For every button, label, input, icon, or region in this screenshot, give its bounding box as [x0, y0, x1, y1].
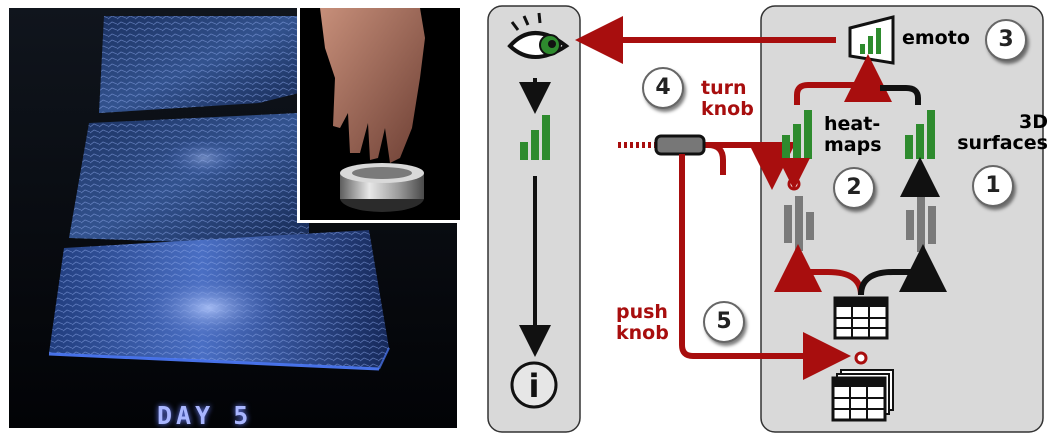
push-knob-label: push knob	[616, 301, 669, 344]
step-badge-2: 2	[833, 167, 875, 209]
table-to-heatmaps-arrow	[774, 244, 864, 296]
step-badge-3: 3	[985, 19, 1027, 61]
heatmaps-update-marker	[778, 158, 810, 191]
table-stack-update-marker	[854, 351, 868, 365]
push-knob-arrow	[679, 154, 851, 380]
heatmaps-label: heat- maps	[824, 113, 882, 156]
physical-bar-icon-right	[906, 197, 936, 252]
svg-text:i: i	[529, 367, 540, 405]
display-screen-icon	[848, 15, 895, 65]
knob-icon	[654, 134, 706, 156]
knob-hand-inset-photo	[297, 8, 460, 223]
emoto-label: emoto	[902, 27, 970, 49]
diagram-canvas: i	[487, 5, 1044, 433]
table-stack-icon	[831, 369, 894, 422]
bar-chart-icon	[520, 115, 550, 160]
system-panel	[760, 5, 1044, 433]
table-to-surfaces-arrow	[858, 244, 947, 296]
day-caption: DAY 5	[157, 401, 253, 428]
table-icon	[833, 296, 889, 340]
interaction-diagram: i	[478, 0, 1053, 447]
heatmaps-bar-chart-icon	[782, 110, 812, 159]
step-badge-5: 5	[703, 301, 745, 343]
info-icon: i	[510, 361, 558, 409]
physical-bar-icon-left	[784, 196, 814, 251]
heatmaps-to-emoto-arrow	[794, 54, 892, 105]
step-badge-4: 4	[642, 67, 684, 109]
turn-knob-label: turn knob	[701, 77, 754, 120]
surfaces-bar-chart-icon	[905, 110, 935, 159]
eye-icon	[507, 12, 570, 59]
surfaces-label: 3D surfaces	[957, 111, 1048, 154]
hand-on-knob-drawing	[300, 8, 460, 220]
turn-knob-arrow	[708, 142, 796, 190]
step-badge-1: 1	[972, 165, 1014, 207]
